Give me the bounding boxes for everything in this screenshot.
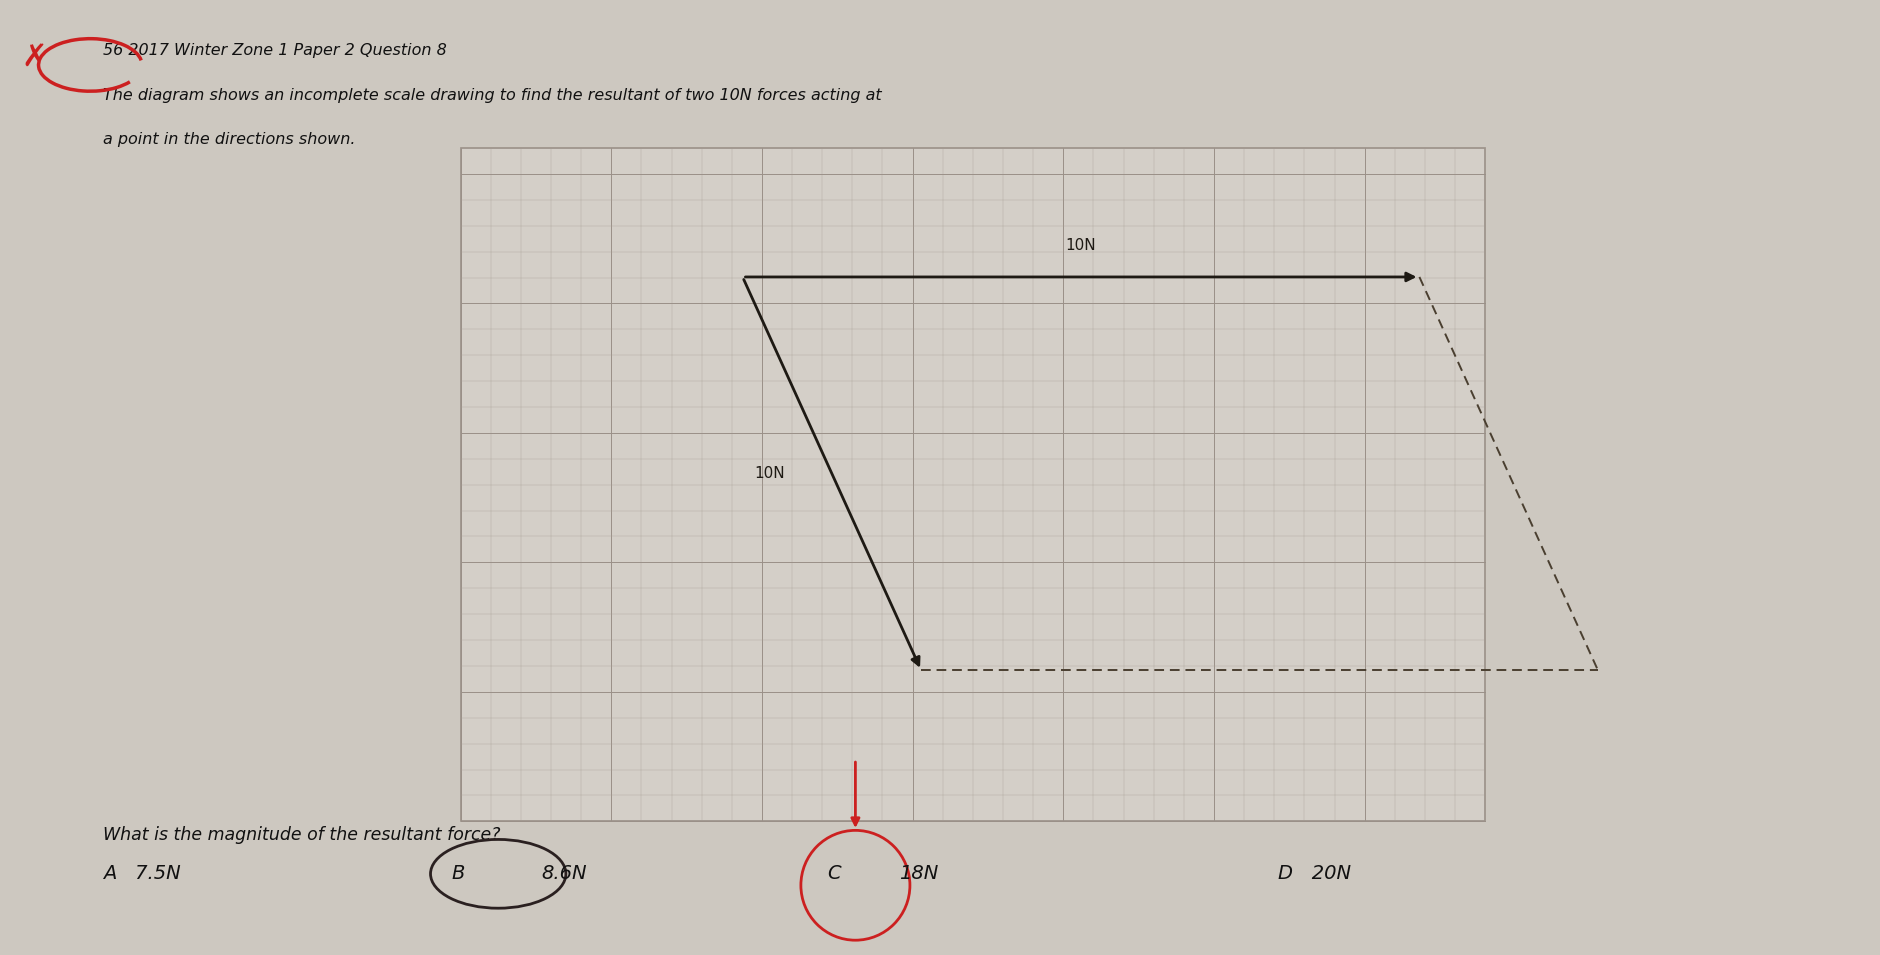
Text: C: C — [827, 864, 840, 883]
Text: ✗: ✗ — [21, 43, 47, 72]
Text: What is the magnitude of the resultant force?: What is the magnitude of the resultant f… — [103, 826, 500, 844]
Text: A   7.5N: A 7.5N — [103, 864, 180, 883]
Text: The diagram shows an incomplete scale drawing to find the resultant of two 10N f: The diagram shows an incomplete scale dr… — [103, 88, 882, 103]
Text: 56 2017 Winter Zone 1 Paper 2 Question 8: 56 2017 Winter Zone 1 Paper 2 Question 8 — [103, 43, 447, 58]
FancyBboxPatch shape — [461, 148, 1485, 821]
Text: B: B — [451, 864, 464, 883]
Text: 10N: 10N — [1066, 238, 1096, 253]
Text: 18N: 18N — [899, 864, 938, 883]
Text: D   20N: D 20N — [1278, 864, 1352, 883]
Text: 10N: 10N — [754, 466, 786, 481]
Text: a point in the directions shown.: a point in the directions shown. — [103, 132, 355, 147]
Text: 8.6N: 8.6N — [541, 864, 587, 883]
